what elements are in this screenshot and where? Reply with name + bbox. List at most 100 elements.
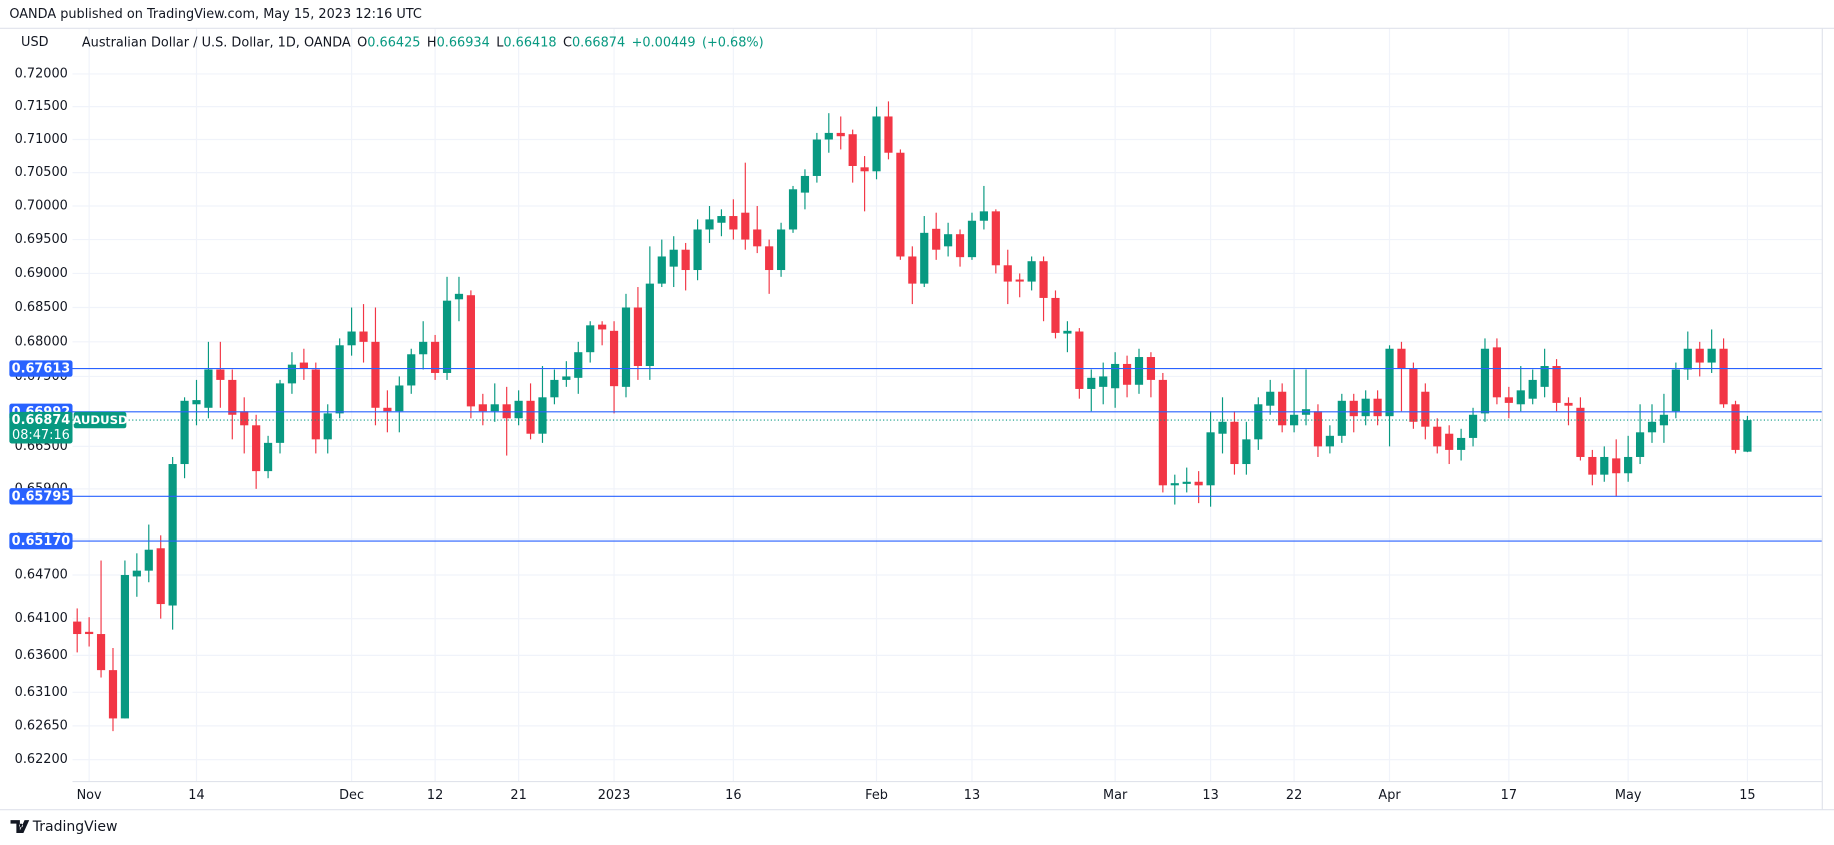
candle-body	[788, 189, 798, 230]
price-label: 0.66874	[12, 413, 71, 428]
candle-body	[1433, 426, 1442, 447]
candle-body	[681, 249, 690, 271]
low-value: 0.66418	[503, 35, 556, 50]
candle-body	[204, 369, 213, 408]
x-tick-label: 14	[188, 788, 204, 803]
candle-body	[609, 330, 619, 387]
candle-body	[598, 324, 607, 330]
candle-body	[1063, 330, 1072, 334]
candle-body	[1015, 279, 1024, 282]
y-tick-label: 0.64100	[15, 611, 68, 626]
change-pct: (+0.68%)	[702, 35, 764, 50]
candle-body	[442, 300, 452, 373]
candle-body	[1027, 261, 1036, 282]
candle-body	[132, 570, 141, 577]
candle-body	[1158, 379, 1167, 486]
change: +0.00449	[632, 35, 696, 50]
candle-body	[765, 246, 774, 271]
candle-body	[657, 256, 666, 284]
candle-body	[979, 211, 988, 221]
level-label: 0.67613	[12, 362, 71, 377]
candle-body	[1349, 400, 1358, 417]
x-tick-label: 21	[510, 788, 526, 803]
header: Australian Dollar / U.S. Dollar, 1D, OAN…	[82, 35, 764, 50]
candle-body	[836, 132, 845, 137]
candle-body	[407, 354, 416, 386]
y-tick-label: 0.63600	[15, 648, 68, 663]
candle-body	[1480, 348, 1490, 414]
candle-body	[1385, 348, 1394, 417]
candle-body	[621, 307, 631, 387]
candle-body	[896, 152, 905, 257]
candle-body	[287, 364, 297, 384]
candle-body	[860, 167, 869, 172]
candle-body	[1051, 297, 1060, 333]
candle-body	[669, 249, 678, 267]
x-tick-label: 22	[1286, 788, 1302, 803]
x-tick-label: Feb	[865, 788, 888, 803]
x-tick-label: 17	[1501, 788, 1517, 803]
candle-body	[1492, 347, 1502, 398]
candle-body	[359, 331, 368, 342]
candle-body	[1230, 421, 1239, 465]
candle-body	[263, 442, 273, 472]
symbol-title: Australian Dollar / U.S. Dollar, 1D, OAN…	[82, 35, 351, 50]
candle-body	[1278, 391, 1287, 426]
candle-body	[824, 132, 833, 140]
candle-body	[1445, 433, 1454, 450]
candle-body	[932, 228, 941, 250]
candle-body	[562, 376, 571, 380]
y-tick-label: 0.68500	[15, 300, 68, 315]
candle-body	[73, 621, 82, 635]
x-tick-label: 13	[1202, 788, 1218, 803]
candle-body	[1218, 421, 1227, 434]
candle-body	[1325, 435, 1334, 447]
y-tick-label: 0.69000	[15, 266, 68, 281]
level-label-box	[9, 488, 73, 505]
candle-body	[1671, 369, 1680, 412]
candle-body	[908, 256, 917, 284]
legend-letter: C	[563, 35, 572, 50]
candle-body	[1731, 404, 1740, 450]
y-tick-label: 0.71500	[15, 99, 68, 114]
candle-body	[1421, 391, 1430, 427]
candle-body	[168, 464, 177, 606]
candle-body	[1122, 363, 1132, 385]
x-tick-label: 13	[964, 788, 980, 803]
candle-body	[1039, 261, 1048, 298]
candle-body	[1457, 437, 1466, 450]
overlay: 0.72000 0.71500 0.71000 0.70500 0.70000 0.695…	[9, 66, 1823, 803]
candle-body	[944, 234, 953, 247]
candle-body	[228, 379, 237, 415]
legend-letter: H	[427, 35, 437, 50]
open-value: 0.66425	[367, 35, 420, 50]
candle-body	[991, 211, 1000, 266]
footer-logo: TradingView	[10, 819, 117, 835]
candle-body	[550, 379, 559, 398]
symbol-label: AUDUSD	[72, 413, 128, 427]
candle-body	[1254, 404, 1263, 440]
candle-body	[872, 116, 881, 172]
candle-body	[96, 634, 106, 671]
price-label-box	[9, 411, 73, 444]
candle-body	[955, 234, 965, 258]
candle-body	[967, 220, 977, 258]
legend-letter: O	[357, 35, 367, 50]
candle-body	[1743, 420, 1752, 452]
source-text: OANDA published on TradingView.com, May …	[9, 7, 422, 22]
candle-body	[884, 116, 893, 153]
countdown: 08:47:16	[12, 428, 70, 443]
x-tick-label: Dec	[339, 788, 364, 803]
level-label-box	[9, 360, 73, 377]
x-tick-label: 2023	[598, 788, 631, 803]
candle-body	[1552, 366, 1561, 403]
candle-body	[1624, 456, 1633, 474]
candle-body	[514, 400, 523, 419]
candle-body	[705, 219, 714, 230]
x-tick-label: Apr	[1378, 788, 1401, 803]
logo-icon	[10, 820, 30, 834]
candle-body	[717, 216, 726, 223]
candle-body	[753, 229, 762, 247]
